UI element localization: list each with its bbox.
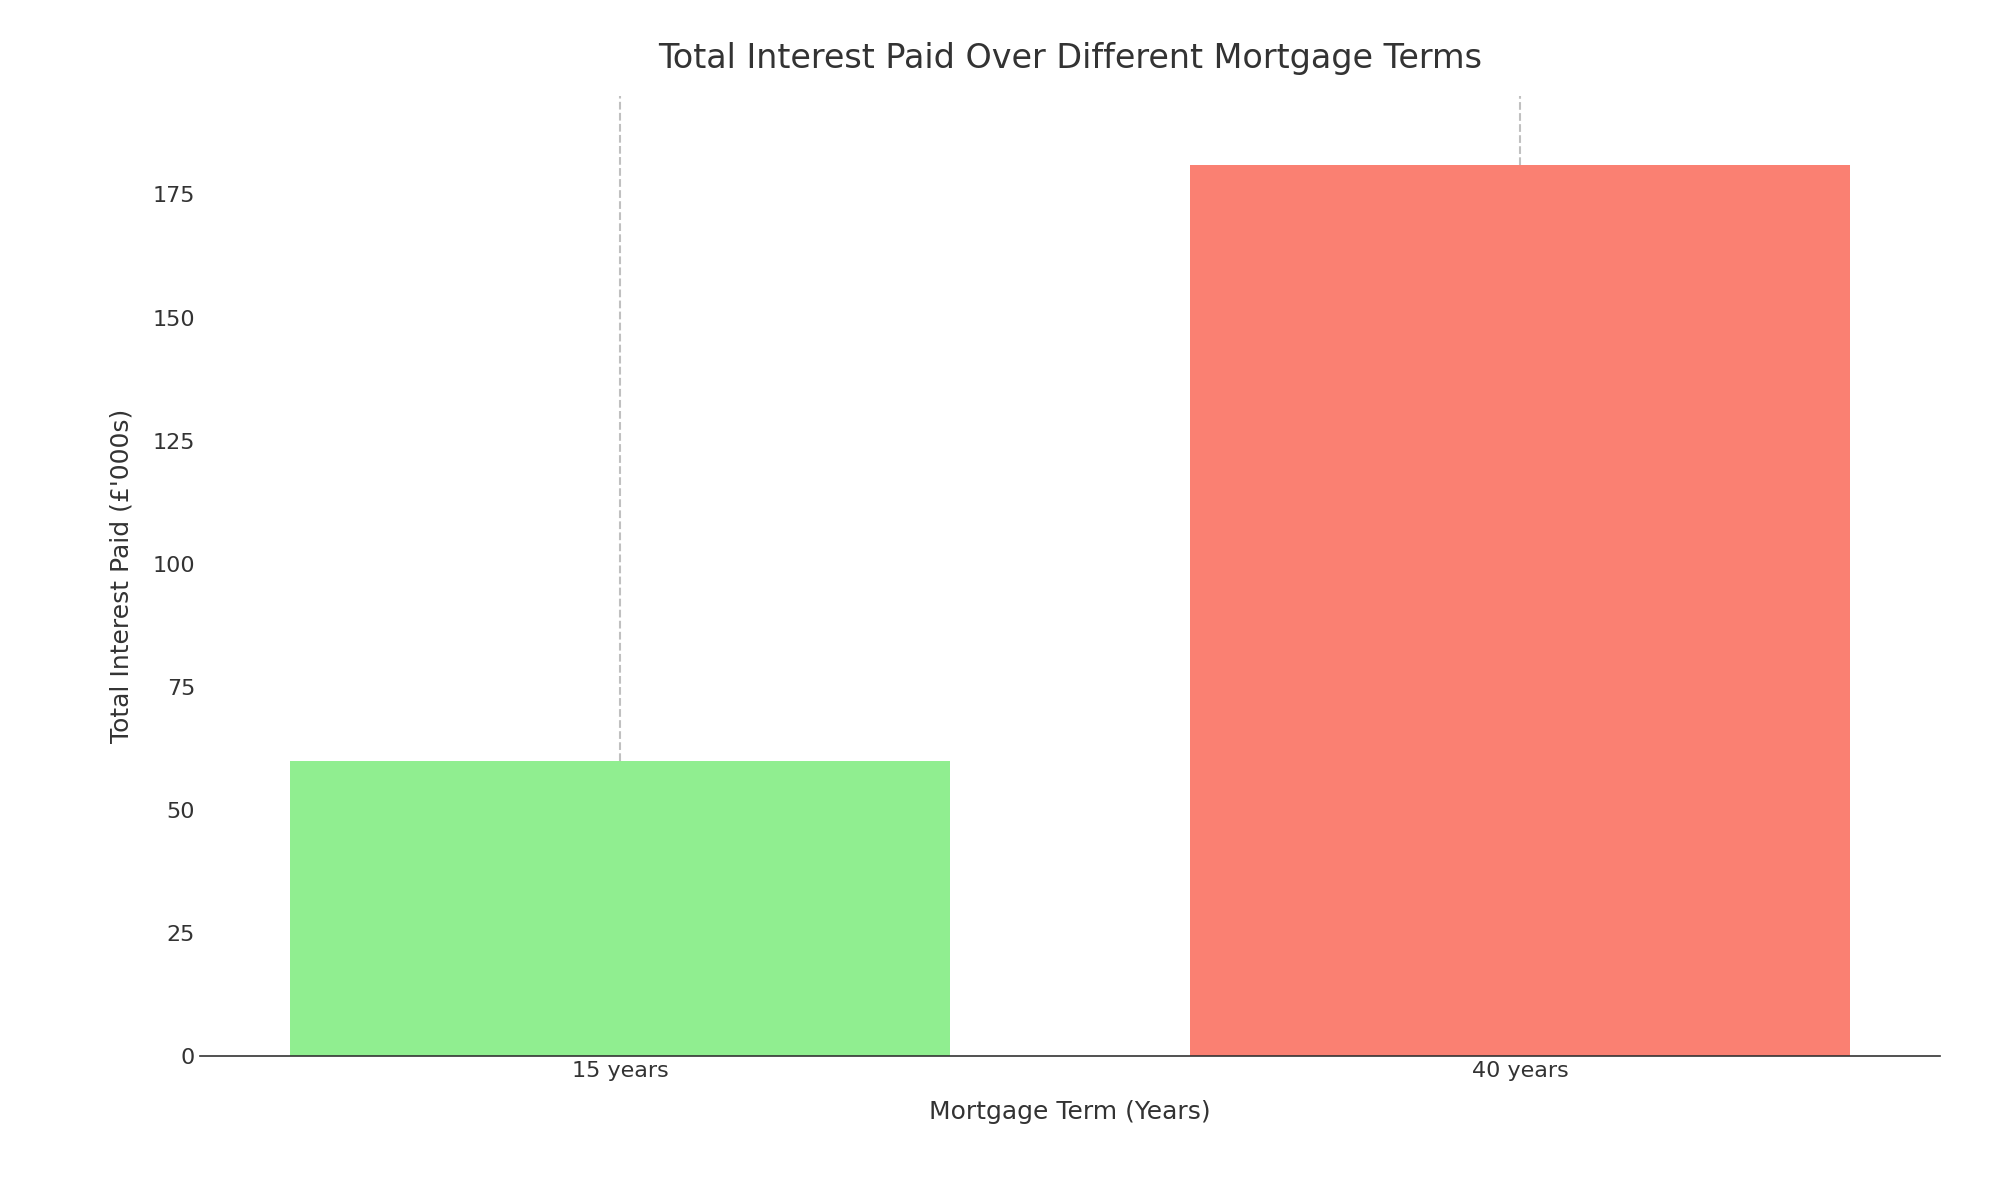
Bar (290, 761, 950, 1056)
Title: Total Interest Paid Over Different Mortgage Terms: Total Interest Paid Over Different Mortg… (658, 42, 1482, 76)
Y-axis label: Total Interest Paid (£'000s): Total Interest Paid (£'000s) (110, 409, 134, 743)
X-axis label: Mortgage Term (Years): Mortgage Term (Years) (930, 1100, 1210, 1124)
Bar (1190, 164, 1850, 1056)
